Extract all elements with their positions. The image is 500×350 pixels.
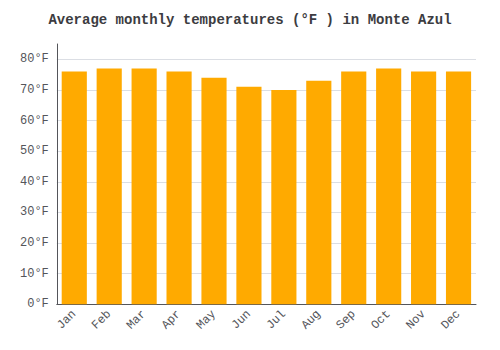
svg-text:Nov: Nov [403,307,428,332]
svg-text:80°F: 80°F [20,52,49,66]
svg-text:20°F: 20°F [20,236,49,250]
svg-text:Jun: Jun [229,307,254,332]
svg-text:May: May [194,307,219,332]
svg-text:Sep: Sep [334,307,359,332]
svg-text:Apr: Apr [159,307,184,332]
svg-text:Feb: Feb [89,307,114,332]
svg-text:Mar: Mar [124,307,149,332]
svg-text:Average monthly temperatures (: Average monthly temperatures (°F ) in Mo… [48,12,451,28]
svg-text:60°F: 60°F [20,114,49,128]
svg-text:Jan: Jan [54,307,79,332]
svg-text:30°F: 30°F [20,205,49,219]
svg-text:70°F: 70°F [20,83,49,97]
svg-text:Dec: Dec [438,307,463,332]
svg-text:50°F: 50°F [20,144,49,158]
svg-text:0°F: 0°F [27,297,49,311]
svg-text:Aug: Aug [299,307,324,332]
svg-text:Jul: Jul [264,307,289,332]
svg-text:10°F: 10°F [20,267,49,281]
svg-text:40°F: 40°F [20,175,49,189]
svg-text:Oct: Oct [368,307,393,332]
